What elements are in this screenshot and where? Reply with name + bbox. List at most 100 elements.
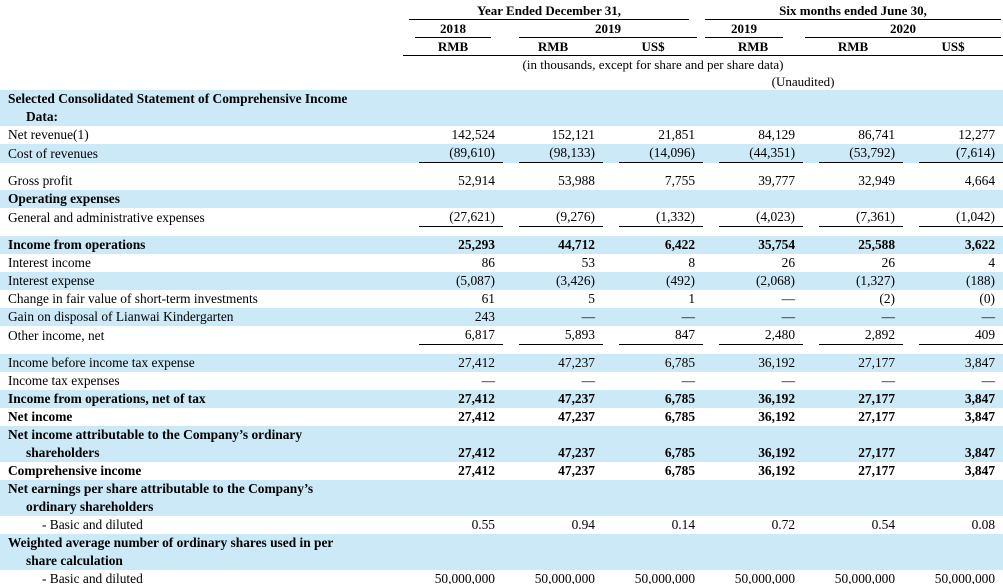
value-cell: 36,192	[703, 390, 804, 408]
row-label: Income tax expenses	[8, 373, 120, 388]
table-row: Net earnings per share attributable to t…	[0, 480, 1003, 516]
period-group-cell-interim: Six months ended June 30,	[703, 2, 1003, 20]
value-cell: 25,293	[403, 236, 503, 254]
value-cell: —	[803, 308, 904, 326]
value-cell: 0.72	[771, 517, 796, 532]
value-cell: 47,237	[503, 354, 603, 372]
value-cell: 47,237	[503, 426, 603, 462]
table-row: Gain on disposal of Lianwai Kindergarten…	[0, 308, 1003, 326]
value-cell: 2,892	[803, 326, 904, 345]
value-cell: 53	[581, 255, 595, 270]
unaudited-note: (Unaudited)	[771, 74, 835, 89]
value-cell: (5,087)	[403, 272, 503, 290]
value-cell: 6,422	[603, 236, 704, 254]
value-cell: 27,412	[403, 354, 503, 372]
value-cell: 0.55	[471, 517, 495, 532]
value-cell: (3,426)	[503, 272, 603, 290]
value-cell: 50,000,000	[834, 571, 896, 584]
value-cell: 243	[403, 308, 503, 326]
value-cell: 47,237	[558, 409, 595, 424]
value-cell: 36,192	[703, 426, 804, 462]
period-group-label-annual: Year Ended December 31,	[409, 2, 690, 20]
row-label: Weighted average number of ordinary shar…	[0, 534, 403, 570]
table-row: Cost of revenues (89,610) (98,133) (14,096)…	[0, 144, 1003, 163]
table-row: Net income 27,412 47,237 6,785 36,192 27,177 3…	[0, 408, 1003, 426]
table-row: - Basic and diluted 50,000,000 50,000,000 5…	[0, 570, 1003, 584]
table-row: Income tax expenses — — — — — —	[0, 372, 1003, 390]
value-cell: (44,351)	[703, 144, 804, 163]
year-label: 2019	[705, 20, 784, 38]
table-row: Other income, net 6,817 5,893 847 2,480 2,892…	[0, 326, 1003, 345]
units-note: (in thousands, except for share and per …	[522, 57, 784, 72]
header-spacer-cell	[0, 56, 403, 74]
value-cell: 4,664	[964, 173, 996, 188]
row-label: Comprehensive income	[8, 463, 142, 478]
value-cell: 27,412	[403, 390, 503, 408]
value-cell: 152,121	[551, 127, 595, 142]
value-cell: (98,133)	[503, 144, 603, 163]
table-row: Income from operations 25,293 44,712 6,422 3…	[0, 236, 1003, 254]
value-cell	[603, 90, 704, 126]
value-cell: 21,851	[658, 127, 696, 142]
value-cell: 27,412	[403, 426, 503, 462]
value-cell: 409	[903, 326, 1003, 345]
currency-label: US$	[903, 38, 1003, 56]
spacer-cell	[0, 227, 1003, 236]
value-cell: 52,914	[458, 173, 495, 188]
value-cell: 2,480	[703, 326, 804, 345]
value-cell	[803, 90, 904, 126]
row-label: Interest expense	[0, 272, 403, 290]
currency-label: RMB	[403, 38, 503, 56]
value-cell: 6,817	[403, 326, 503, 345]
value-cell: 6,785	[664, 409, 696, 424]
value-cell	[703, 480, 804, 516]
row-label: Net income attributable to the Company’s…	[0, 426, 403, 462]
table-row: Net revenue(1) 142,524 152,121 21,851 84,129…	[0, 126, 1003, 144]
row-label: Gain on disposal of Lianwai Kindergarten	[0, 308, 403, 326]
value-cell: 3,847	[903, 354, 1003, 372]
table-header: Year Ended December 31, Six months ended…	[0, 2, 1003, 90]
value-cell: (188)	[903, 272, 1003, 290]
value-cell: (9,276)	[503, 208, 603, 227]
value-cell: 0.54	[871, 517, 896, 532]
row-label: Net revenue(1)	[8, 127, 89, 142]
spacer-cell	[0, 345, 1003, 354]
value-cell	[603, 534, 704, 570]
currency-row: RMB RMB US$ RMB RMB US$	[0, 38, 1003, 56]
value-cell: (1,327)	[803, 272, 904, 290]
value-cell: 47,237	[558, 463, 595, 478]
value-cell: 0.08	[971, 517, 996, 532]
value-cell	[703, 534, 804, 570]
value-cell: 39,777	[758, 173, 796, 188]
value-cell	[803, 190, 904, 208]
value-cell: (492)	[603, 272, 704, 290]
row-label: - Basic and diluted	[42, 517, 143, 532]
value-cell	[903, 480, 1003, 516]
value-cell: 53,988	[558, 173, 595, 188]
value-cell: 7,755	[664, 173, 696, 188]
table-row: Selected Consolidated Statement of Compr…	[0, 90, 1003, 126]
table-row: Income from operations, net of tax 27,412…	[0, 390, 1003, 408]
value-cell: 3,847	[964, 463, 996, 478]
value-cell: —	[503, 308, 603, 326]
value-cell	[403, 480, 503, 516]
value-cell: 8	[688, 255, 696, 270]
row-label: Income before income tax expense	[0, 354, 403, 372]
table-row: Change in fair value of short-term inves…	[0, 290, 1003, 308]
value-cell: 142,524	[451, 127, 495, 142]
value-cell: 35,754	[703, 236, 804, 254]
row-label: Change in fair value of short-term inves…	[8, 291, 258, 306]
value-cell: 36,192	[758, 409, 796, 424]
currency-label: RMB	[503, 38, 603, 56]
row-label: Other income, net	[8, 328, 105, 343]
spacer-cell	[0, 163, 1003, 172]
value-cell: 36,192	[758, 463, 796, 478]
value-cell: (27,621)	[403, 208, 503, 227]
value-cell: —	[681, 373, 696, 388]
row-label: Net income	[8, 409, 73, 424]
year-cell-2019-interim: 2019	[703, 20, 803, 38]
unaudited-note-row: (Unaudited)	[0, 73, 1003, 90]
value-cell	[703, 90, 804, 126]
value-cell: (7,361)	[803, 208, 904, 227]
